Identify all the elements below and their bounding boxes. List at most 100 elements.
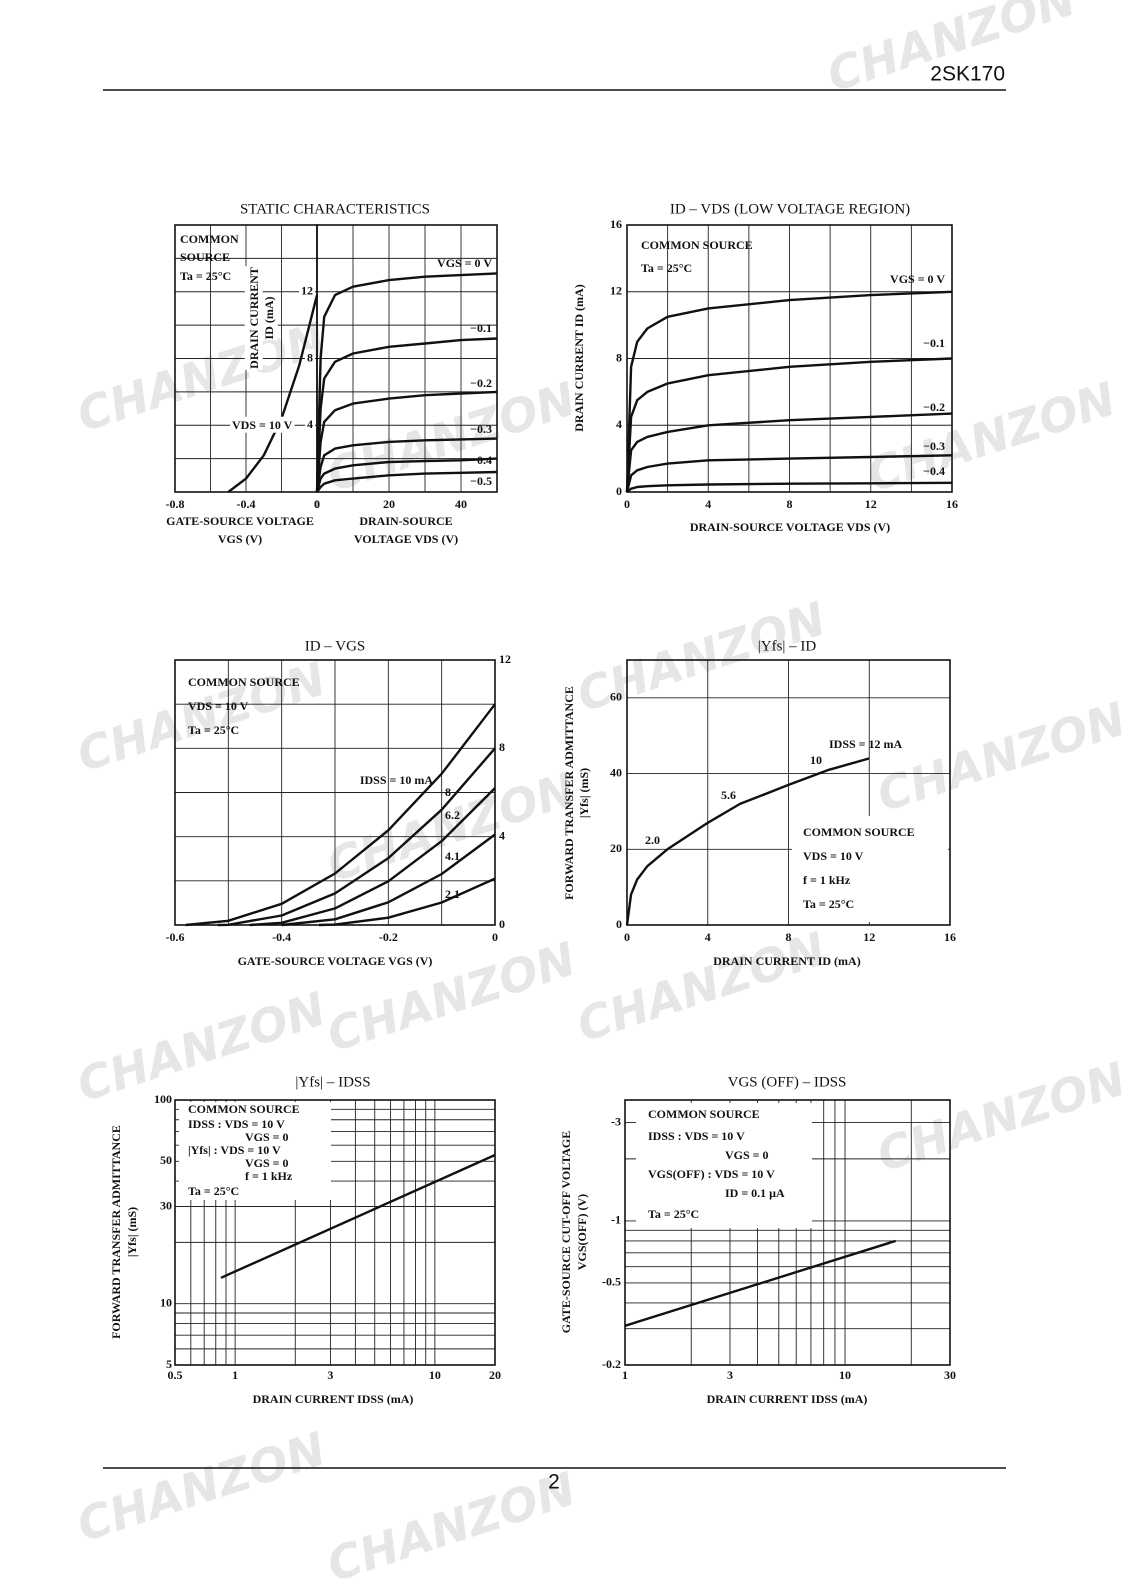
x-tick-label: 12 (863, 930, 875, 944)
x-axis-label: DRAIN CURRENT IDSS (mA) (253, 1392, 414, 1406)
x-axis-label: VGS (V) (218, 532, 262, 546)
x-tick-label: -0.6 (166, 930, 185, 944)
x-tick-label: 8 (787, 497, 793, 511)
curve (315, 272, 498, 493)
y-tick-label: 8 (499, 740, 505, 754)
x-tick-label: 40 (455, 497, 467, 511)
x-tick-label: 0 (314, 497, 320, 511)
y-axis-label: DRAIN CURRENT (247, 267, 261, 369)
y-tick-label: 0 (616, 484, 622, 498)
note-text: Ta = 25°C (188, 723, 239, 737)
y-axis-label: ID (mA) (262, 297, 276, 340)
note-text: IDSS : VDS = 10 V (188, 1117, 285, 1131)
y-tick-label: 40 (610, 765, 622, 779)
x-axis-label: DRAIN-SOURCE (359, 514, 452, 528)
curve (185, 703, 496, 927)
plot-frame (626, 659, 951, 926)
note-text: VDS = 10 V (188, 699, 249, 713)
curve-label: −0.2 (923, 400, 945, 414)
x-tick-label: 3 (727, 1368, 733, 1382)
curve (315, 457, 498, 493)
x-tick-label: 0.5 (168, 1368, 183, 1382)
label-background (305, 349, 315, 366)
y-tick-label: 4 (616, 417, 622, 431)
note-text: Ta = 25°C (641, 261, 692, 275)
curve (625, 290, 953, 493)
x-tick-label: -0.4 (237, 497, 256, 511)
chart-title: |Yfs| – IDSS (295, 1074, 370, 1090)
note-text: VGS(OFF) : VDS = 10 V (648, 1167, 775, 1181)
plot-frame (174, 1099, 496, 1366)
note-background (179, 1102, 331, 1200)
label-background (299, 282, 315, 299)
part-number: 2SK170 (930, 63, 1005, 86)
x-tick-label: 4 (705, 497, 711, 511)
curve-label: 8 (445, 785, 451, 799)
label-background (244, 266, 263, 370)
note-text: IDSS : VDS = 10 V (648, 1129, 745, 1143)
x-tick-label: 12 (865, 497, 877, 511)
y-tick-label: 50 (160, 1153, 172, 1167)
x-tick-label: 20 (489, 1368, 501, 1382)
plot-frame (626, 224, 953, 493)
note-text: |Yfs| : VDS = 10 V (188, 1143, 281, 1157)
x-axis-label: GATE-SOURCE VOLTAGE (166, 514, 314, 528)
curve-label: −0.4 (470, 453, 492, 467)
x-tick-label: 10 (839, 1368, 851, 1382)
label-background (305, 416, 315, 432)
label-background (230, 416, 295, 433)
curve-label: −0.4 (923, 464, 945, 478)
y-tick-label: 12 (610, 284, 622, 298)
note-text: Ta = 25°C (648, 1207, 699, 1221)
y-tick-label: -0.5 (602, 1275, 621, 1289)
y-tick-label: 4 (307, 417, 313, 431)
curve (315, 337, 498, 493)
curve-label: −0.3 (923, 439, 945, 453)
y-tick-label: 5 (166, 1357, 172, 1371)
y-tick-label: 8 (616, 350, 622, 364)
curve-label: 4.1 (445, 849, 460, 863)
curve (624, 1239, 897, 1327)
curve (227, 294, 319, 493)
curve (625, 454, 953, 493)
curve-label: −0.3 (470, 422, 492, 436)
curve-label: −0.5 (470, 474, 492, 488)
x-axis-label: VOLTAGE VDS (V) (354, 532, 458, 546)
plot-frame (316, 224, 498, 493)
x-tick-label: -0.8 (166, 497, 185, 511)
y-axis-label: FORWARD TRANSFER ADMITTANCE (562, 686, 576, 900)
note-text: SOURCE (180, 250, 230, 264)
curve-label: −0.1 (470, 321, 492, 335)
curve-label: 6.2 (445, 808, 460, 822)
y-tick-label: 12 (499, 652, 511, 666)
annotation: 2.0 (645, 833, 660, 847)
y-tick-label: 8 (307, 350, 313, 364)
curve (625, 412, 953, 493)
chart-title: ID – VDS (LOW VOLTAGE REGION) (670, 201, 910, 217)
note-text: f = 1 kHz (803, 873, 851, 887)
y-tick-label: -0.2 (602, 1357, 621, 1371)
chart-title: ID – VGS (305, 638, 366, 654)
y-tick-label: 4 (499, 828, 505, 842)
x-tick-label: 16 (946, 497, 958, 511)
y-axis-label: FORWARD TRANSFER ADMITTANCE (109, 1125, 123, 1339)
x-tick-label: 8 (786, 930, 792, 944)
curve (249, 787, 496, 927)
curve-label: VGS = 0 V (890, 272, 945, 286)
x-axis-label: GATE-SOURCE VOLTAGE VGS (V) (238, 954, 433, 968)
x-tick-label: 1 (622, 1368, 628, 1382)
curve (220, 1153, 496, 1279)
y-tick-label: 16 (610, 217, 622, 231)
note-text: ID = 0.1 μA (725, 1186, 785, 1200)
note-text: COMMON (180, 232, 239, 246)
y-tick-label: 30 (160, 1198, 172, 1212)
annotation: IDSS = 12 mA (829, 737, 903, 751)
y-tick-label: 0 (616, 917, 622, 931)
y-axis-label: VGS(OFF) (V) (575, 1194, 589, 1270)
y-axis-label: DRAIN CURRENT ID (mA) (572, 284, 586, 431)
y-axis-label: |Yfs| (mS) (577, 768, 591, 818)
chart-title: VGS (OFF) – IDSS (728, 1074, 847, 1090)
x-tick-label: 4 (705, 930, 711, 944)
x-axis-label: DRAIN-SOURCE VOLTAGE VDS (V) (690, 520, 890, 534)
note-text: VDS = 10 V (803, 849, 864, 863)
